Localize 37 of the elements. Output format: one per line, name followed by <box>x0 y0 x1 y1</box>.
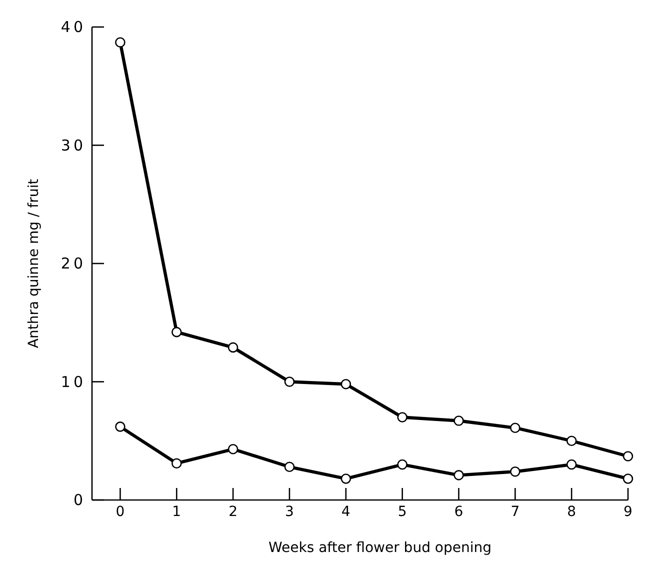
point <box>171 458 182 468</box>
x-tick-label: 2 <box>228 504 238 520</box>
point <box>228 342 238 353</box>
y-tick-label: 30 <box>60 136 86 154</box>
point <box>397 459 408 470</box>
point <box>397 412 408 422</box>
point <box>340 378 352 390</box>
x-tick-label: 4 <box>341 504 350 520</box>
point <box>566 459 577 470</box>
x-tick-label: 8 <box>567 504 576 520</box>
x-tick-label: 3 <box>285 504 294 520</box>
y-tick-label: 20 <box>60 254 86 272</box>
x-tick-label: 7 <box>510 504 520 520</box>
point <box>115 37 126 48</box>
point <box>510 466 520 477</box>
point <box>454 416 464 426</box>
point <box>566 436 577 446</box>
point <box>284 462 295 472</box>
point <box>171 326 182 338</box>
point <box>228 444 238 454</box>
point <box>622 451 634 462</box>
point <box>510 422 520 434</box>
x-axis-title: Weeks after flower bud opening <box>268 540 492 556</box>
point <box>622 474 634 484</box>
y-tick-label: 10 <box>60 372 86 391</box>
x-tick-label: 0 <box>116 504 125 520</box>
point <box>340 474 352 484</box>
x-tick-label: 1 <box>172 504 182 520</box>
x-tick-label: 6 <box>454 504 464 520</box>
point <box>284 376 295 387</box>
x-tick-label: 9 <box>624 504 632 520</box>
y-tick-label: 0 <box>73 491 86 509</box>
point <box>454 470 464 480</box>
y-axis-title: Anthra quinne mg / fruit <box>26 178 42 348</box>
x-tick-label: 5 <box>398 504 407 520</box>
point <box>115 422 126 432</box>
y-tick-label: 40 <box>60 18 86 36</box>
